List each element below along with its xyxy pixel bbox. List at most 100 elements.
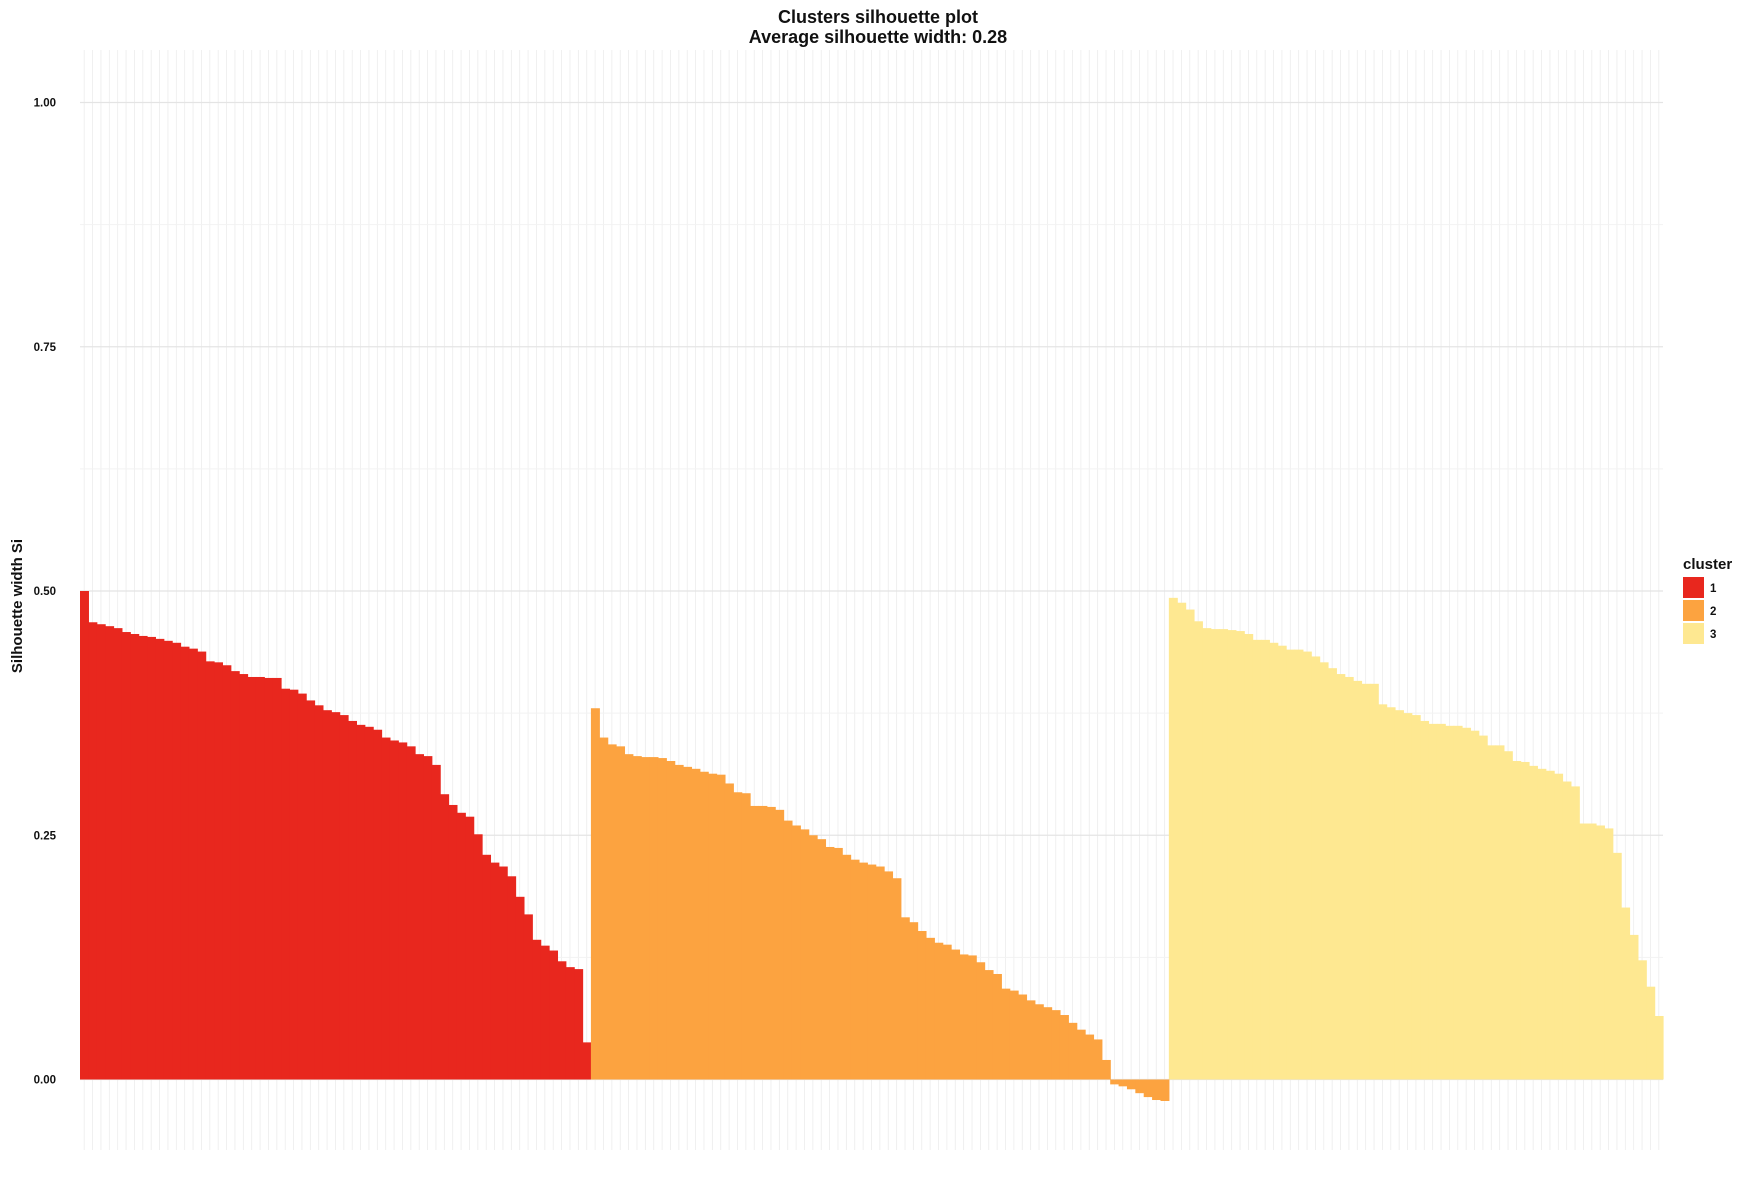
silhouette-bar [1554, 773, 1564, 1080]
silhouette-bar [364, 726, 374, 1080]
silhouette-bar [314, 705, 324, 1080]
silhouette-bar [222, 665, 232, 1080]
silhouette-bar [917, 930, 927, 1080]
silhouette-bar [892, 878, 902, 1080]
legend-label: 3 [1710, 629, 1716, 641]
silhouette-bar [1085, 1034, 1095, 1080]
silhouette-bar [465, 816, 475, 1080]
chart-title: Clusters silhouette plot [778, 7, 978, 27]
silhouette-bar [205, 661, 215, 1080]
silhouette-bar [758, 805, 768, 1080]
silhouette-bar [1579, 823, 1589, 1080]
legend: cluster 1 2 3 [1683, 556, 1732, 644]
silhouette-bar [431, 764, 441, 1080]
silhouette-bar [1118, 1079, 1128, 1087]
silhouette-bar [1043, 1007, 1053, 1080]
silhouette-bar [1621, 907, 1631, 1080]
silhouette-bar [791, 825, 801, 1080]
silhouette-bar [657, 758, 667, 1080]
silhouette-bar [750, 805, 760, 1080]
silhouette-bar [1470, 730, 1480, 1080]
silhouette-bar [180, 646, 190, 1080]
silhouette-bar [549, 950, 559, 1080]
silhouette-bar [1445, 725, 1455, 1080]
silhouette-bar [1034, 1004, 1044, 1080]
silhouette-bar [1461, 727, 1471, 1080]
silhouette-bar [867, 864, 877, 1080]
silhouette-bar [121, 632, 131, 1080]
y-axis-title: Silhouette width Si [9, 539, 26, 673]
legend-key-1 [1683, 577, 1704, 598]
silhouette-bar [1135, 1079, 1145, 1094]
silhouette-bar [1302, 651, 1312, 1080]
silhouette-bar [1294, 649, 1304, 1080]
legend-label: 1 [1710, 583, 1717, 595]
y-tick-label: 0.50 [34, 586, 56, 598]
silhouette-bar [130, 633, 140, 1080]
silhouette-bar [1219, 629, 1229, 1080]
silhouette-bar [197, 651, 207, 1080]
silhouette-bar [850, 859, 860, 1080]
silhouette-bar [1059, 1015, 1069, 1080]
silhouette-bar [423, 756, 433, 1080]
silhouette-bar [557, 961, 567, 1080]
silhouette-bar [356, 724, 366, 1080]
silhouette-bar [942, 944, 952, 1080]
legend-items: 1 2 3 [1683, 577, 1717, 644]
silhouette-bar [1009, 990, 1019, 1080]
silhouette-bar [833, 847, 843, 1080]
y-tick-label: 0.25 [34, 830, 57, 842]
silhouette-bar [951, 949, 961, 1080]
silhouette-bar [1537, 768, 1547, 1080]
silhouette-bar [925, 937, 935, 1080]
silhouette-bar [272, 677, 282, 1080]
silhouette-bar [1110, 1079, 1120, 1085]
silhouette-bar [1185, 609, 1195, 1080]
silhouette-bar [1612, 852, 1622, 1080]
silhouette-bar [842, 854, 852, 1080]
silhouette-bar [1168, 597, 1178, 1080]
silhouette-bar [1629, 934, 1639, 1080]
silhouette-bar [1637, 960, 1647, 1080]
silhouette-bar [331, 712, 341, 1080]
silhouette-bar [582, 1042, 592, 1080]
silhouette-bar [381, 737, 391, 1080]
silhouette-bar [80, 591, 89, 1080]
legend-title: cluster [1683, 556, 1732, 573]
silhouette-bar [1386, 707, 1396, 1080]
legend-key-3 [1683, 623, 1704, 644]
silhouette-bar [306, 700, 316, 1080]
silhouette-bar [691, 768, 701, 1080]
y-tick-labels: 0.00 0.25 0.50 0.75 1.00 [34, 98, 57, 1087]
silhouette-bar [683, 766, 693, 1080]
silhouette-bar [230, 671, 240, 1080]
silhouette-bar [373, 729, 383, 1080]
silhouette-bar [934, 942, 944, 1080]
silhouette-bar [992, 973, 1002, 1080]
silhouette-bar [1487, 745, 1497, 1080]
silhouette-bar [113, 628, 123, 1080]
silhouette-bar [984, 970, 994, 1080]
silhouette-bar [1001, 988, 1011, 1080]
silhouette-bar [339, 715, 349, 1080]
silhouette-bar [607, 744, 617, 1080]
silhouette-bar [967, 955, 977, 1080]
silhouette-bar [959, 954, 969, 1080]
silhouette-bar [674, 764, 684, 1080]
silhouette-bar [1126, 1079, 1136, 1090]
silhouette-bar [1018, 994, 1028, 1080]
silhouette-bar [733, 792, 743, 1080]
y-tick-label: 0.00 [34, 1075, 56, 1087]
silhouette-bar [1026, 1000, 1036, 1080]
silhouette-bar [1143, 1079, 1153, 1098]
silhouette-bar [1570, 786, 1580, 1080]
silhouette-bar [1453, 725, 1463, 1080]
silhouette-bar [1244, 633, 1254, 1080]
silhouette-bar [884, 871, 894, 1080]
silhouette-bar [473, 834, 483, 1080]
silhouette-bar [825, 846, 835, 1080]
silhouette-bar [1436, 723, 1446, 1080]
silhouette-bar [398, 742, 408, 1080]
silhouette-bar [1428, 723, 1438, 1080]
silhouette-bar [297, 693, 307, 1080]
